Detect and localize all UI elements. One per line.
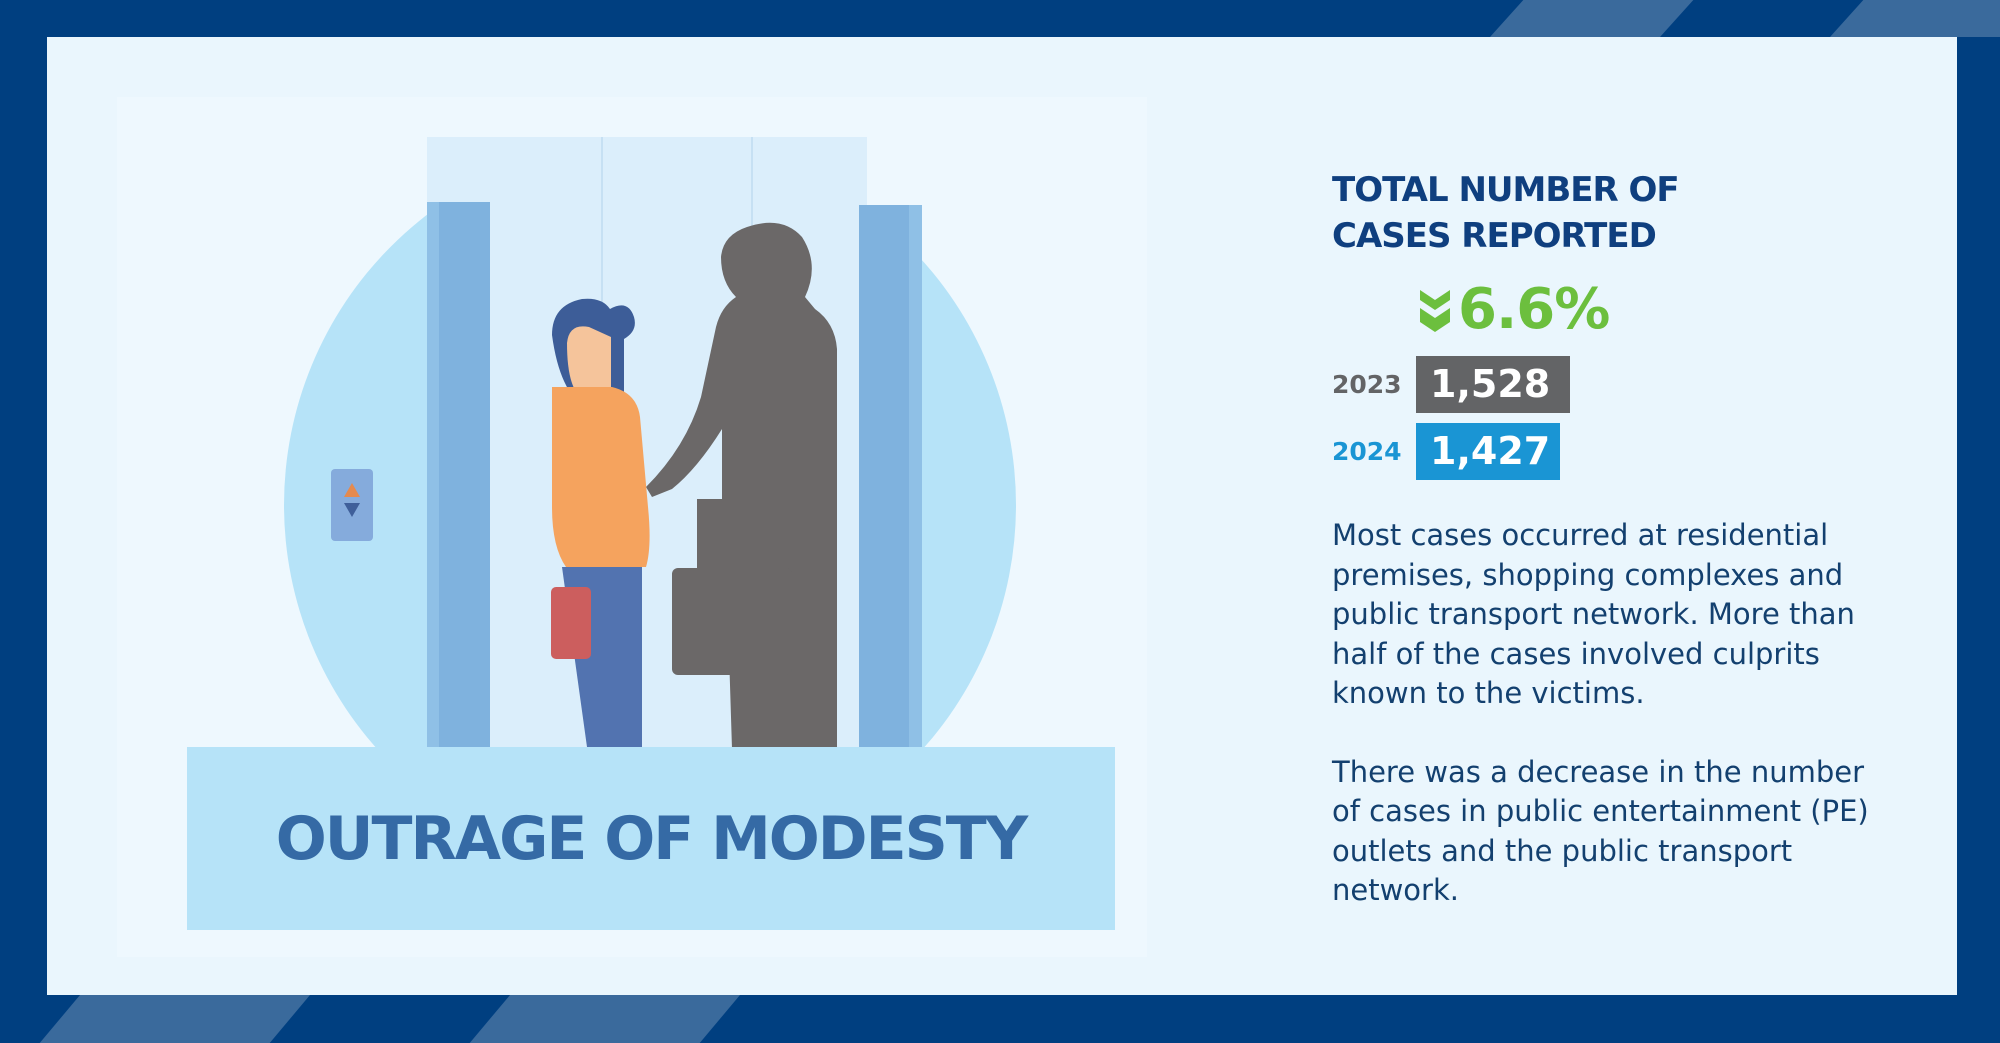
decorative-stripe xyxy=(469,995,740,1043)
double-chevron-down-icon xyxy=(1420,289,1450,332)
stat-row-2023: 2023 1,528 xyxy=(1332,356,1892,413)
description-paragraph-2: There was a decrease in the number of ca… xyxy=(1332,754,1869,908)
heading-line-2: CASES REPORTED xyxy=(1332,216,1657,256)
woman-figure xyxy=(551,298,650,747)
statistics-section: TOTAL NUMBER OF CASES REPORTED 6.6% 2023… xyxy=(1332,167,1892,911)
decorative-stripe xyxy=(1490,0,1694,37)
case-count: 1,528 xyxy=(1416,356,1570,413)
man-silhouette xyxy=(646,222,837,749)
year-label: 2024 xyxy=(1332,437,1402,466)
percent-change: 6.6% xyxy=(1418,277,1892,342)
decorative-stripe xyxy=(39,995,311,1043)
title-banner: OUTRAGE OF MODESTY xyxy=(187,747,1115,930)
elevator-button-icon xyxy=(331,469,373,541)
decorative-stripe xyxy=(1830,0,2000,37)
case-count: 1,427 xyxy=(1416,423,1560,480)
description-paragraph-1: Most cases occurred at residential premi… xyxy=(1332,518,1855,710)
illustration-title: OUTRAGE OF MODESTY xyxy=(275,803,1028,874)
year-label: 2023 xyxy=(1332,370,1402,399)
heading-line-1: TOTAL NUMBER OF xyxy=(1332,170,1680,210)
stat-row-2024: 2024 1,427 xyxy=(1332,423,1892,480)
percent-change-value: 6.6% xyxy=(1458,277,1610,342)
infographic-panel: OUTRAGE OF MODESTY TOTAL NUMBER OF CASES… xyxy=(47,37,1957,995)
stats-heading: TOTAL NUMBER OF CASES REPORTED xyxy=(1332,167,1892,259)
elevator-illustration xyxy=(47,37,1957,995)
